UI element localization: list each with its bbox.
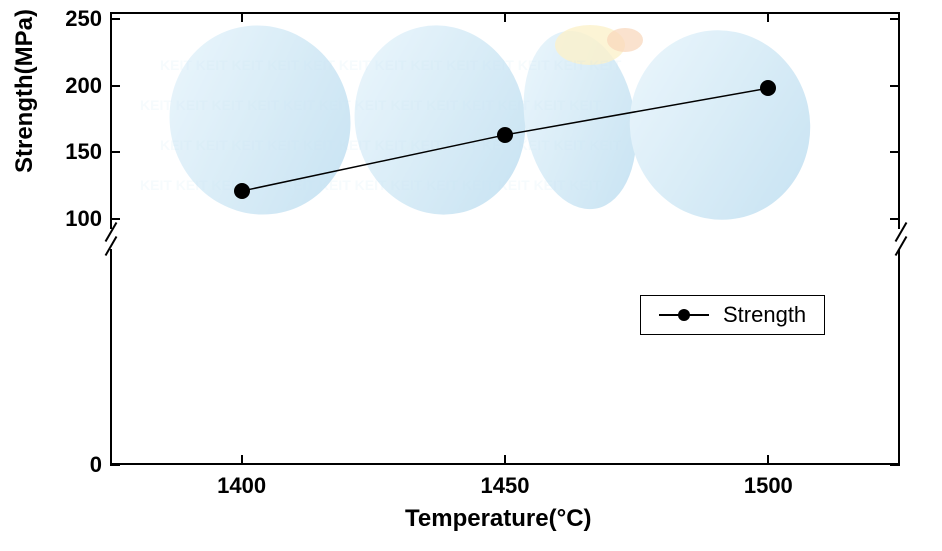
x-axis-label: Temperature(°C) <box>405 505 592 533</box>
data-marker <box>497 127 513 143</box>
data-marker <box>234 183 250 199</box>
series-line-svg <box>0 0 942 551</box>
chart-container: KEIT KEIT KEIT KEIT KEIT KEIT KEIT KEIT … <box>0 0 942 551</box>
y-axis-label: Strength(MPa) <box>11 153 39 173</box>
data-marker <box>760 80 776 96</box>
legend-marker-dot <box>678 309 690 321</box>
legend-label: Strength <box>723 302 806 328</box>
legend-box: Strength <box>640 295 825 335</box>
legend-line-sample <box>659 314 709 316</box>
